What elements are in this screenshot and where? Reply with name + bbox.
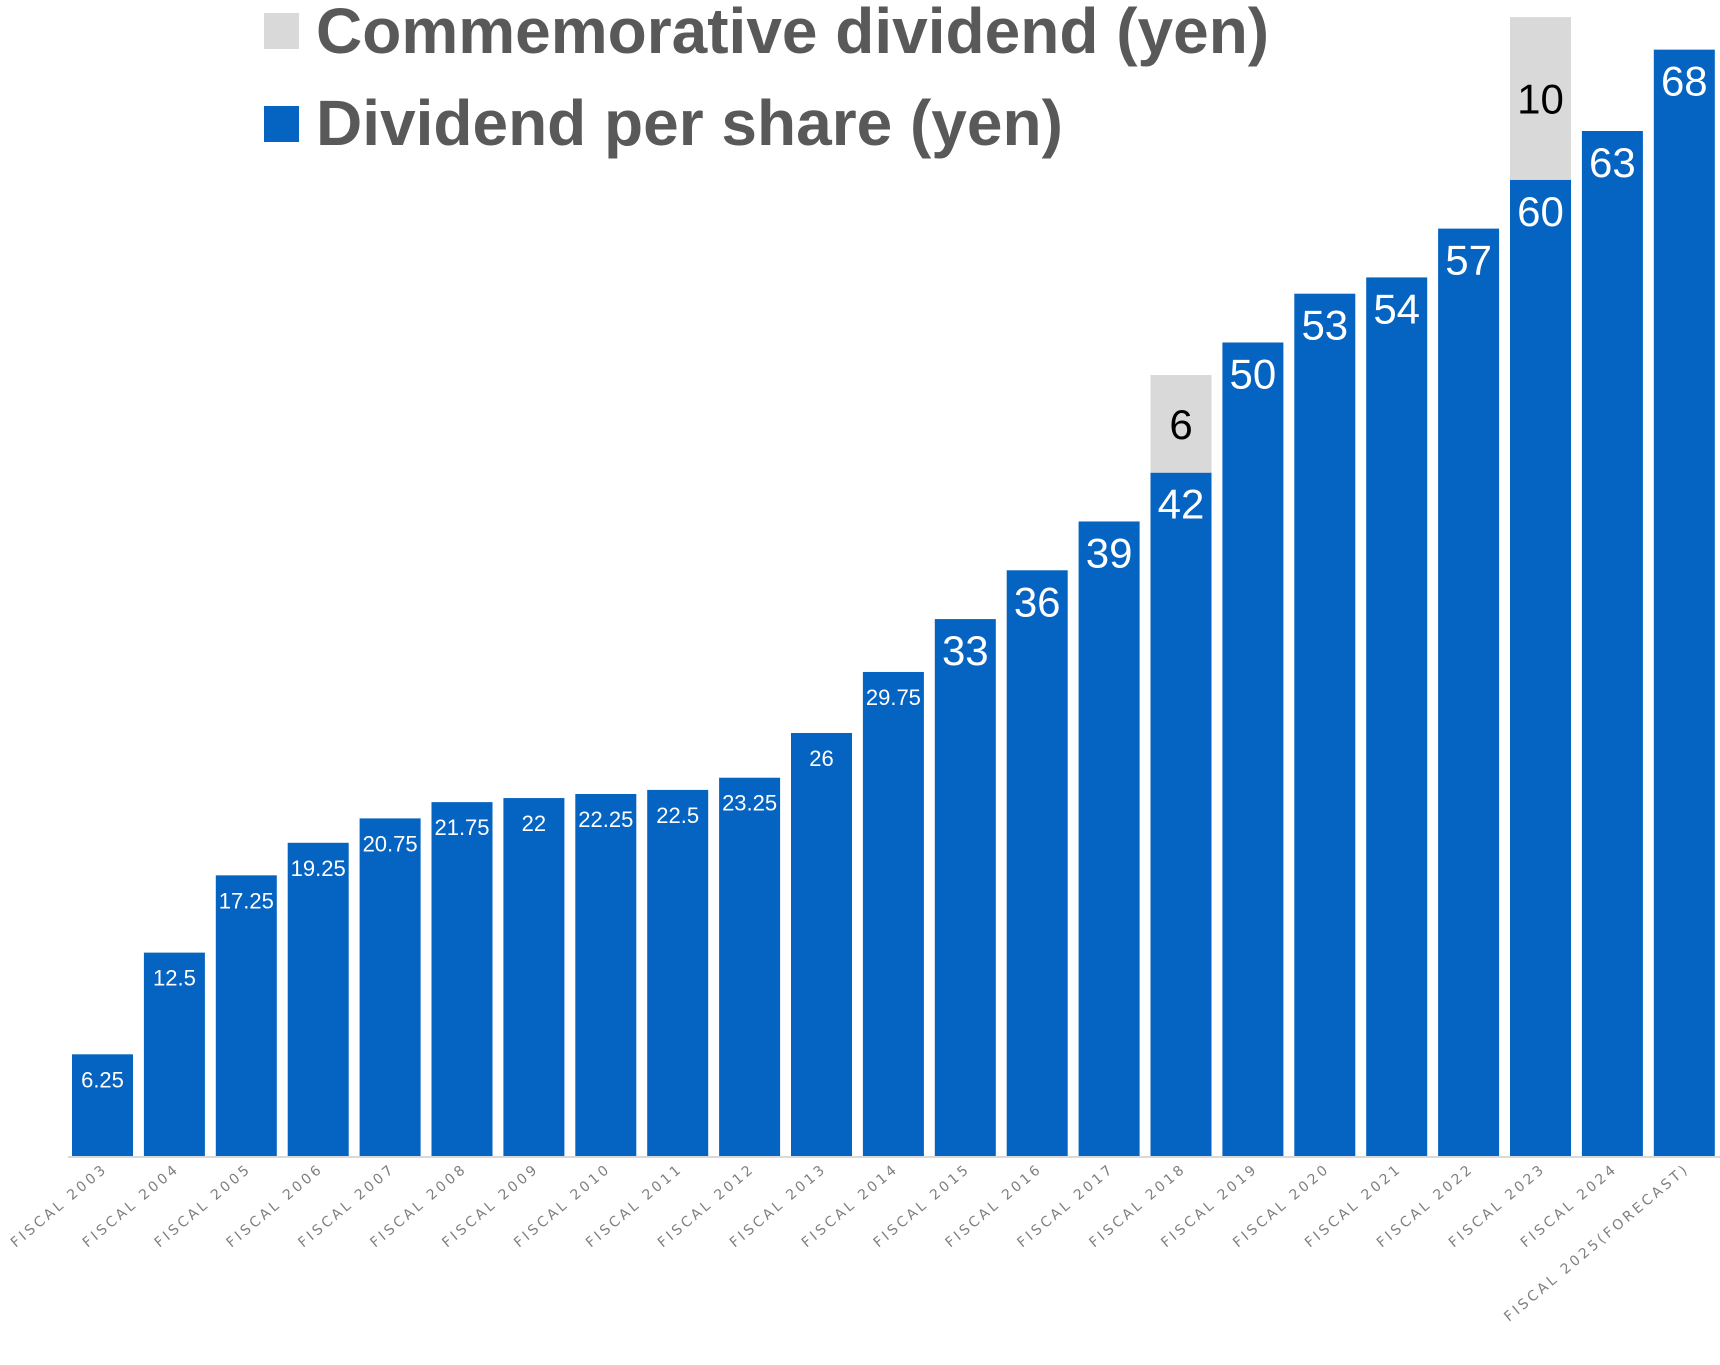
data-label-dividend: 57	[1445, 237, 1492, 284]
bar-dividend	[1006, 570, 1068, 1156]
bar-dividend	[431, 802, 493, 1156]
data-label-dividend: 6.25	[81, 1067, 124, 1092]
bar-dividend	[862, 671, 924, 1156]
bar-dividend	[1510, 179, 1571, 1157]
bar-dividend	[72, 1054, 133, 1156]
bar-dividend	[1294, 293, 1356, 1156]
bar-dividend	[575, 793, 637, 1156]
legend: Commemorative dividend (yen) Dividend pe…	[264, 0, 1269, 159]
data-label-dividend: 33	[942, 627, 989, 674]
legend-label-dividend: Dividend per share (yen)	[316, 87, 1063, 159]
data-label-dividend: 50	[1230, 351, 1277, 398]
data-label-dividend: 60	[1517, 188, 1564, 235]
data-label-dividend: 26	[809, 746, 833, 771]
data-label-commemorative: 6	[1169, 401, 1192, 448]
data-label-dividend: 54	[1373, 285, 1420, 332]
bar-dividend	[1581, 130, 1643, 1157]
bar-dividend	[215, 875, 277, 1156]
data-label-dividend: 42	[1158, 481, 1205, 528]
data-label-dividend: 53	[1301, 302, 1348, 349]
legend-swatch-commemorative	[264, 13, 299, 49]
data-label-commemorative: 10	[1517, 75, 1564, 122]
legend-swatch-dividend	[264, 106, 299, 142]
data-label-dividend: 22	[522, 811, 546, 836]
data-label-dividend: 12.5	[153, 966, 196, 991]
data-label-dividend: 17.25	[219, 888, 274, 913]
bar-dividend	[719, 777, 781, 1156]
bar-dividend	[1653, 49, 1715, 1156]
data-label-dividend: 19.25	[291, 856, 346, 881]
data-label-dividend: 29.75	[866, 685, 921, 710]
bar-dividend	[647, 789, 709, 1156]
data-label-dividend: 22.5	[656, 803, 699, 828]
bar-dividend	[287, 842, 349, 1156]
data-label-dividend: 68	[1661, 58, 1708, 105]
data-label-dividend: 63	[1589, 139, 1636, 186]
bar-dividend	[1438, 228, 1500, 1157]
data-label-dividend: 20.75	[363, 831, 418, 856]
data-label-dividend: 21.75	[434, 815, 489, 840]
bar-dividend	[503, 798, 565, 1156]
data-label-dividend: 39	[1086, 529, 1133, 576]
data-label-dividend: 22.25	[578, 807, 633, 832]
bar-dividend	[1150, 472, 1212, 1156]
bars: 6.25 12.5 17.25 19.25 20.75 21.75 22 22.25 22.5 2…	[72, 17, 1715, 1157]
bar-commemorative	[1150, 375, 1212, 473]
bar-commemorative	[1510, 17, 1571, 180]
data-label-dividend: 23.25	[722, 791, 777, 816]
bar-dividend	[1222, 342, 1284, 1156]
legend-label-commemorative: Commemorative dividend (yen)	[316, 0, 1269, 67]
data-label-dividend: 36	[1014, 578, 1061, 625]
bar-dividend	[791, 732, 852, 1156]
bar-dividend	[934, 619, 996, 1156]
bar-dividend	[359, 818, 421, 1156]
bar-dividend	[143, 952, 205, 1156]
bar-dividend	[1366, 277, 1428, 1156]
bar-dividend	[1078, 521, 1140, 1156]
